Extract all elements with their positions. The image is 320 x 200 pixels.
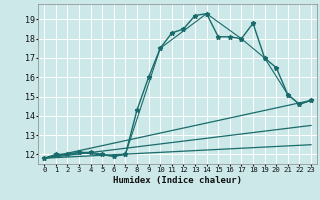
X-axis label: Humidex (Indice chaleur): Humidex (Indice chaleur) [113, 176, 242, 185]
